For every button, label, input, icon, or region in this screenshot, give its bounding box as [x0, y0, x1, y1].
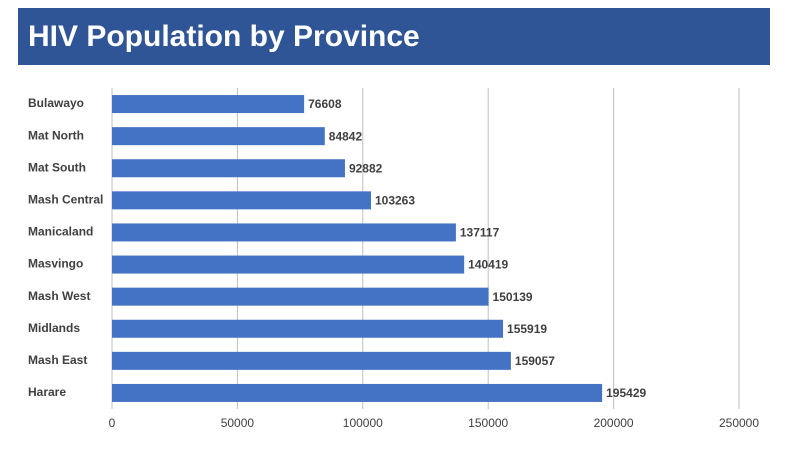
- data-label: 76608: [308, 97, 342, 111]
- y-tick-label: Bulawayo: [28, 96, 84, 110]
- data-label: 92882: [349, 161, 383, 175]
- data-label: 103263: [375, 194, 415, 208]
- y-tick-label: Mat North: [28, 128, 84, 142]
- x-tick-label: 250000: [719, 416, 759, 430]
- y-tick-label: Masvingo: [28, 257, 83, 271]
- bar: [112, 223, 456, 242]
- bar: [112, 127, 325, 146]
- bar: [112, 319, 504, 338]
- x-tick-label: 100000: [343, 416, 383, 430]
- data-label: 84842: [329, 129, 363, 143]
- data-label: 140419: [468, 258, 508, 272]
- bar: [112, 287, 489, 306]
- bar: [112, 95, 305, 114]
- y-tick-label: Mash East: [28, 353, 87, 367]
- bar: [112, 255, 465, 274]
- x-tick-label: 0: [109, 416, 116, 430]
- title-banner: [18, 8, 770, 65]
- y-tick-label: Mash West: [28, 289, 90, 303]
- y-tick-label: Mat South: [28, 160, 86, 174]
- bar: [112, 191, 371, 210]
- data-label: 150139: [493, 290, 533, 304]
- data-label: 159057: [515, 354, 555, 368]
- x-tick-label: 50000: [221, 416, 255, 430]
- x-tick-label: 150000: [468, 416, 508, 430]
- bar: [112, 383, 603, 402]
- y-tick-label: Manicaland: [28, 225, 93, 239]
- y-tick-label: Mash Central: [28, 193, 103, 207]
- y-tick-label: Midlands: [28, 321, 80, 335]
- bar: [112, 351, 511, 370]
- data-label: 155919: [507, 322, 547, 336]
- chart-title: HIV Population by Province: [28, 20, 420, 53]
- y-tick-label: Harare: [28, 385, 66, 399]
- x-tick-label: 200000: [594, 416, 634, 430]
- bar: [112, 159, 345, 178]
- data-label: 195429: [606, 386, 646, 400]
- data-label: 137117: [460, 226, 500, 240]
